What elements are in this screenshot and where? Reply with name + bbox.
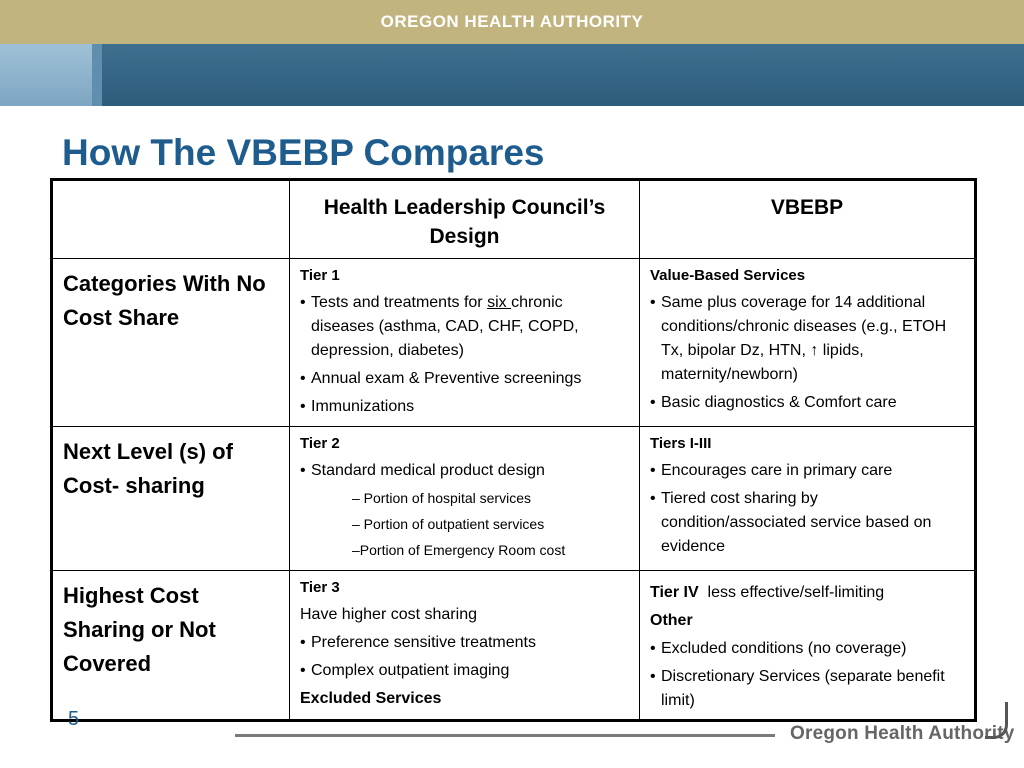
bullet-item: • Tiered cost sharing by condition/associ… bbox=[650, 490, 932, 556]
bullet-item: • Immunizations bbox=[300, 398, 415, 416]
bullet-item: • Discretionary Services (separate benefi… bbox=[650, 667, 945, 709]
hlc-cell: Tier 2 • Standard medical product design… bbox=[289, 425, 640, 571]
header-vbebp: VBEBP bbox=[639, 179, 976, 259]
row-label: Categories With No Cost Share bbox=[51, 257, 290, 427]
other-label: Other bbox=[650, 611, 693, 629]
logo-hook-icon bbox=[985, 702, 1008, 739]
bullet-item: • Tests and treatments for six chronic d… bbox=[300, 294, 579, 360]
row-label: Next Level (s) of Cost- sharing bbox=[51, 425, 290, 571]
bullet-item: • Complex outpatient imaging bbox=[300, 662, 510, 680]
banner-accent bbox=[0, 44, 92, 106]
header-hlc: Health Leadership Council’s Design bbox=[289, 179, 640, 259]
sub-item: –Portion of Emergency Room cost bbox=[352, 542, 566, 559]
org-name: OREGON HEALTH AUTHORITY bbox=[380, 12, 644, 31]
header-empty bbox=[51, 179, 290, 259]
hlc-cell: Tier 1 • Tests and treatments for six ch… bbox=[289, 257, 640, 427]
footer-divider bbox=[235, 734, 775, 737]
bullet-item: • Standard medical product design bbox=[300, 462, 545, 480]
bullet-item: • Basic diagnostics & Comfort care bbox=[650, 394, 897, 412]
hlc-cell: Tier 3 Have higher cost sharing • Prefere… bbox=[289, 569, 640, 721]
plain-line: Have higher cost sharing bbox=[300, 606, 477, 624]
table-row: Next Level (s) of Cost- sharing Tier 2 •… bbox=[51, 425, 976, 571]
excluded-label: Excluded Services bbox=[300, 690, 442, 708]
row-label: Highest Cost Sharing or Not Covered bbox=[51, 569, 290, 721]
page-title: How The VBEBP Compares bbox=[62, 132, 545, 173]
vbebp-cell: Value-Based Services • Same plus coverage… bbox=[639, 257, 976, 427]
tier-label: Tiers I-III bbox=[650, 434, 712, 452]
banner bbox=[0, 44, 1024, 106]
table-row: Categories With No Cost Share Tier 1 • T… bbox=[51, 257, 976, 427]
bullet-item: • Encourages care in primary care bbox=[650, 462, 893, 480]
table-header-row: Health Leadership Council’s Design VBEBP bbox=[51, 179, 976, 259]
bullet-item: • Preference sensitive treatments bbox=[300, 634, 536, 652]
bullet-item: • Excluded conditions (no coverage) bbox=[650, 639, 907, 657]
bullet-item: • Annual exam & Preventive screenings bbox=[300, 370, 582, 388]
vbebp-cell: Tier IV less effective/self-limiting Oth… bbox=[639, 569, 976, 721]
tier-label: Value-Based Services bbox=[650, 266, 806, 284]
bullet-item: • Same plus coverage for 14 additional co… bbox=[650, 294, 947, 384]
sub-item: – Portion of outpatient services bbox=[352, 516, 545, 533]
sub-item: – Portion of hospital services bbox=[352, 490, 531, 507]
comparison-table: Health Leadership Council’s Design VBEBP… bbox=[50, 178, 977, 722]
tier-label: Tier 2 bbox=[300, 434, 340, 452]
footer-logo: Oregon Health Authority bbox=[790, 723, 1015, 744]
tier-label: Tier 1 bbox=[300, 266, 340, 284]
vbebp-cell: Tiers I-III • Encourages care in primary … bbox=[639, 425, 976, 571]
banner-accent-2 bbox=[92, 44, 102, 106]
header-bar: OREGON HEALTH AUTHORITY bbox=[0, 0, 1024, 44]
tier-label: Tier 3 bbox=[300, 578, 340, 596]
tier-line: Tier IV less effective/self-limiting bbox=[650, 583, 885, 601]
table-row: Highest Cost Sharing or Not Covered Tier… bbox=[51, 569, 976, 721]
page-number: 5 bbox=[68, 708, 80, 730]
